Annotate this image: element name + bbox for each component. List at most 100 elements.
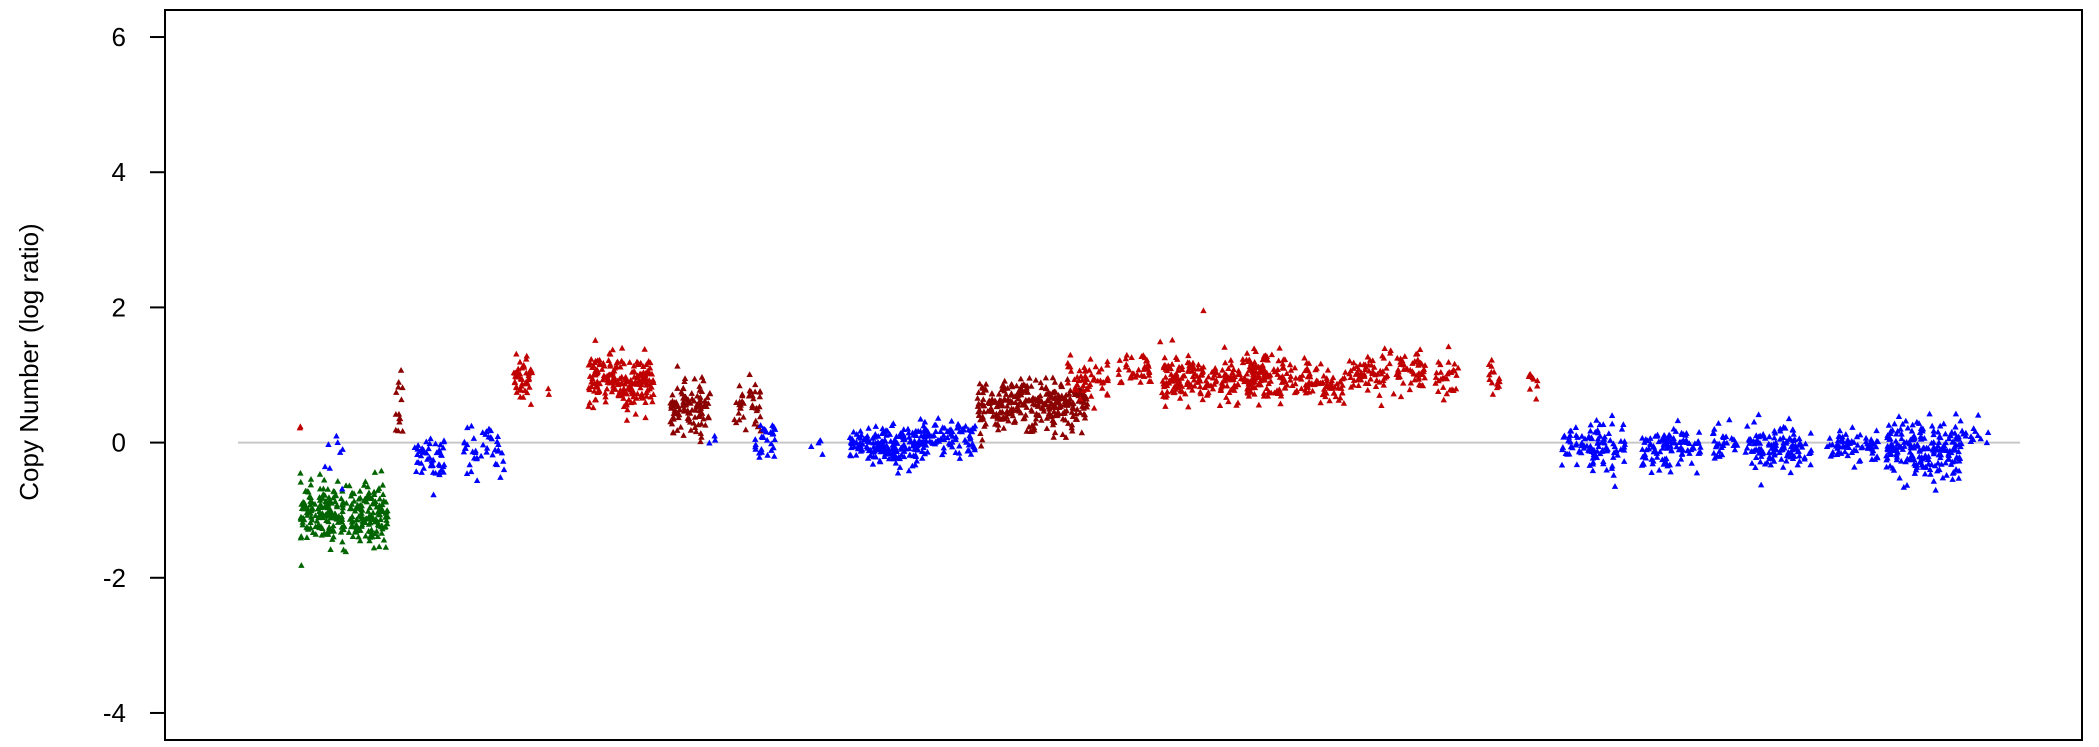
data-point [348,500,356,507]
data-point [1068,408,1076,415]
data-point [379,481,386,488]
data-point [1128,373,1135,380]
data-point [1791,436,1799,442]
data-point [1953,433,1960,440]
data-point [1952,410,1960,417]
data-point [322,498,329,505]
data-point [1675,460,1682,467]
data-point [1610,454,1617,460]
data-point [1558,461,1566,468]
data-point [1414,350,1421,357]
data-point [1902,417,1909,424]
data-point [325,494,333,501]
data-point [383,507,391,514]
data-point [1081,414,1089,421]
data-point [906,452,914,458]
data-point [1092,363,1099,370]
data-point [1837,450,1845,456]
data-point [1572,441,1580,448]
data-point [334,519,342,525]
data-point [1161,354,1168,361]
data-point [1451,367,1458,374]
data-point [1565,437,1572,444]
data-point [1235,367,1242,374]
data-point [1322,393,1329,400]
data-point [976,380,983,387]
data-point [1293,387,1301,394]
data-point [948,443,956,450]
data-point [297,423,304,430]
data-point [1267,377,1274,384]
data-point [1614,451,1621,458]
data-point [304,488,311,494]
data-point [307,476,315,482]
data-point [1906,448,1914,455]
data-point [309,529,317,535]
data-point [1941,446,1948,452]
data-point [1197,388,1204,395]
data-point [1420,368,1427,375]
data-point [1339,389,1346,396]
data-point [1617,438,1625,444]
data-point [1930,478,1937,484]
data-point [1281,384,1289,390]
data-point [1891,420,1898,427]
data-point [346,516,354,522]
data-point [937,428,944,434]
data-point [1884,432,1891,438]
data-point [1020,414,1028,421]
data-point [847,439,855,445]
data-point [1798,443,1806,450]
data-point [1045,403,1052,410]
data-point [1785,415,1793,422]
data-point [1440,396,1447,403]
data-point [1286,361,1294,368]
data-point [342,548,350,555]
data-point [1787,436,1794,442]
data-point [368,533,376,540]
data-point [1172,385,1180,392]
data-point [518,380,526,387]
data-point [905,434,913,440]
data-point [867,446,874,453]
data-point [1610,472,1617,478]
data-point [479,441,487,448]
data-point [1920,444,1928,451]
data-point [1397,393,1405,400]
data-point [1185,352,1192,359]
data-point [1489,390,1497,397]
data-point [319,510,326,516]
data-point [752,446,759,452]
data-point [1884,445,1891,452]
data-point [1851,463,1858,470]
data-point [300,516,308,523]
data-point [1189,386,1196,393]
data-point [694,392,701,399]
data-point [1061,408,1068,415]
data-point [337,528,345,535]
data-point [1066,395,1074,402]
data-point [1853,433,1861,440]
data-point [622,376,630,383]
data-point [1928,422,1936,429]
data-point [348,505,355,512]
data-point [882,437,889,444]
data-point [883,432,890,438]
data-point [369,509,377,516]
data-point [681,378,688,385]
data-point [1922,463,1929,470]
data-point [1013,382,1020,389]
data-point [514,368,521,375]
data-point [1296,374,1303,381]
data-point [1746,437,1753,444]
data-point [1004,384,1011,391]
data-point [1840,442,1847,449]
data-point [1896,442,1903,449]
data-point [618,373,625,380]
data-point [1163,379,1170,386]
data-point [615,381,622,388]
data-point [1921,470,1929,477]
data-point [644,367,651,374]
data-point [681,375,689,381]
data-point [1243,350,1251,356]
